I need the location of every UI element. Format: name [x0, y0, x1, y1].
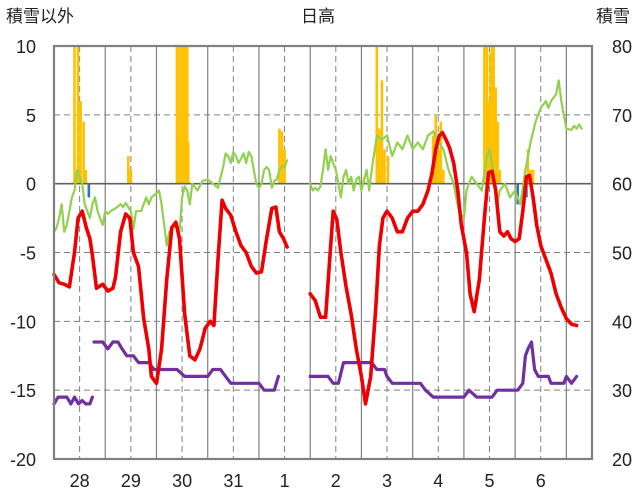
precipitation-bar: [483, 46, 486, 184]
precipitation-bar: [79, 101, 82, 184]
snow-depth-series-line: [52, 395, 94, 406]
left-axis-label: 積雪以外: [6, 7, 74, 26]
precipitation-bar: [186, 142, 190, 184]
precipitation-bar: [487, 101, 490, 184]
day-tick-label: 30: [172, 471, 192, 491]
right-axis-label: 積雪: [596, 7, 630, 26]
right-tick-label: 80: [612, 37, 632, 57]
precipitation-bar: [126, 156, 130, 184]
right-tick-label: 20: [612, 450, 632, 470]
day-tick-label: 29: [121, 471, 141, 491]
right-tick-label: 60: [612, 175, 632, 195]
day-tick-label: 28: [70, 471, 90, 491]
chart-title: 日高: [301, 7, 335, 26]
precipitation-bar: [383, 149, 386, 184]
left-tick-label: 5: [26, 106, 36, 126]
precipitation-bar: [442, 169, 445, 184]
precipitation-bar: [178, 46, 181, 184]
precipitation-bar: [82, 121, 86, 184]
temperature-series-line: [308, 130, 579, 406]
precipitation-bar: [489, 52, 492, 184]
precipitation-bar: [492, 46, 495, 184]
precipitation-bar: [485, 46, 489, 184]
precipitation-bar: [439, 121, 443, 184]
precipitation-bar: [498, 169, 502, 184]
day-tick-label: 5: [485, 471, 495, 491]
precipitation-bar: [375, 46, 379, 184]
precipitation-bar: [185, 46, 189, 184]
precipitation-bar: [73, 46, 76, 184]
right-tick-label: 70: [612, 106, 632, 126]
precipitation-bar: [526, 149, 530, 184]
left-tick-label: 10: [16, 37, 36, 57]
right-tick-label: 50: [612, 244, 632, 264]
right-tick-label: 40: [612, 312, 632, 332]
left-tick-label: -15: [10, 381, 36, 401]
precipitation-bar: [84, 169, 88, 184]
precipitation-bar: [436, 149, 440, 184]
left-tick-label: -20: [10, 450, 36, 470]
precipitation-bar: [386, 156, 390, 184]
left-tick-label: -5: [20, 244, 36, 264]
precipitation-bar: [496, 121, 500, 184]
precipitation-bar: [278, 128, 281, 184]
precipitation-bar: [180, 46, 184, 184]
day-tick-label: 2: [331, 471, 341, 491]
plot-frame: [52, 44, 594, 461]
precipitation-bar: [380, 80, 384, 184]
precipitation-bar: [76, 46, 80, 184]
day-tick-label: 6: [536, 471, 546, 491]
right-tick-label: 30: [612, 381, 632, 401]
day-tick-label: 4: [433, 471, 443, 491]
day-tick-label: 3: [382, 471, 392, 491]
negative-value-bar: [87, 183, 91, 198]
precipitation-bar: [129, 169, 133, 184]
day-tick-label: 31: [223, 471, 243, 491]
precipitation-bar: [183, 46, 186, 184]
precipitation-bar: [494, 87, 497, 184]
temperature-series-line: [52, 198, 289, 386]
precipitation-bar: [378, 128, 381, 184]
left-tick-label: 0: [26, 175, 36, 195]
wind-series-line: [52, 150, 289, 247]
negative-value-bar: [516, 183, 520, 205]
snow-depth-series-line: [92, 340, 280, 392]
precipitation-bar: [175, 46, 179, 184]
precipitation-bar: [280, 131, 284, 184]
day-tick-label: 1: [280, 471, 290, 491]
left-tick-label: -10: [10, 312, 36, 332]
precipitation-bar: [531, 169, 535, 184]
precipitation-bar: [490, 46, 494, 184]
